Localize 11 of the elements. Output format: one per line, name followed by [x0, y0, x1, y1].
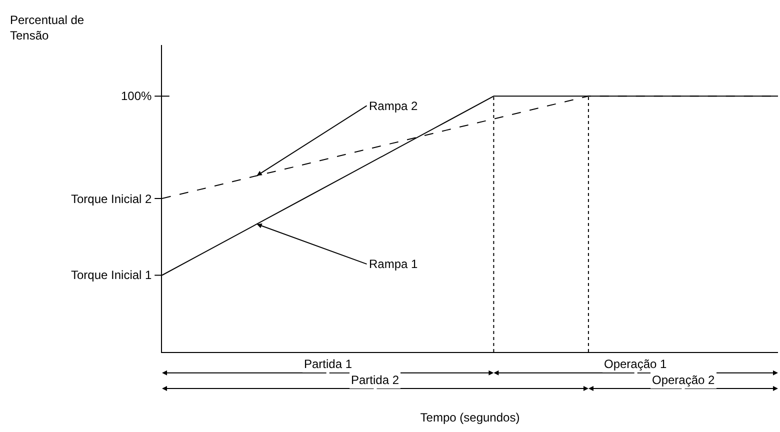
text: Operação 2 [652, 373, 716, 387]
x-axis-title: Tempo (segundos) [420, 410, 520, 424]
text: Partida 2 [351, 373, 400, 387]
text: Torque Inicial 2 [71, 192, 152, 206]
text: Torque Inicial 1 [71, 268, 152, 282]
text: Partida 1 [304, 357, 352, 371]
text: 100% [121, 89, 152, 103]
text: Rampa 1 [369, 257, 418, 271]
text: Operação 1 [604, 357, 668, 371]
series-label: Rampa 2 [369, 99, 418, 113]
text: Percentual de Tensão [10, 13, 84, 43]
